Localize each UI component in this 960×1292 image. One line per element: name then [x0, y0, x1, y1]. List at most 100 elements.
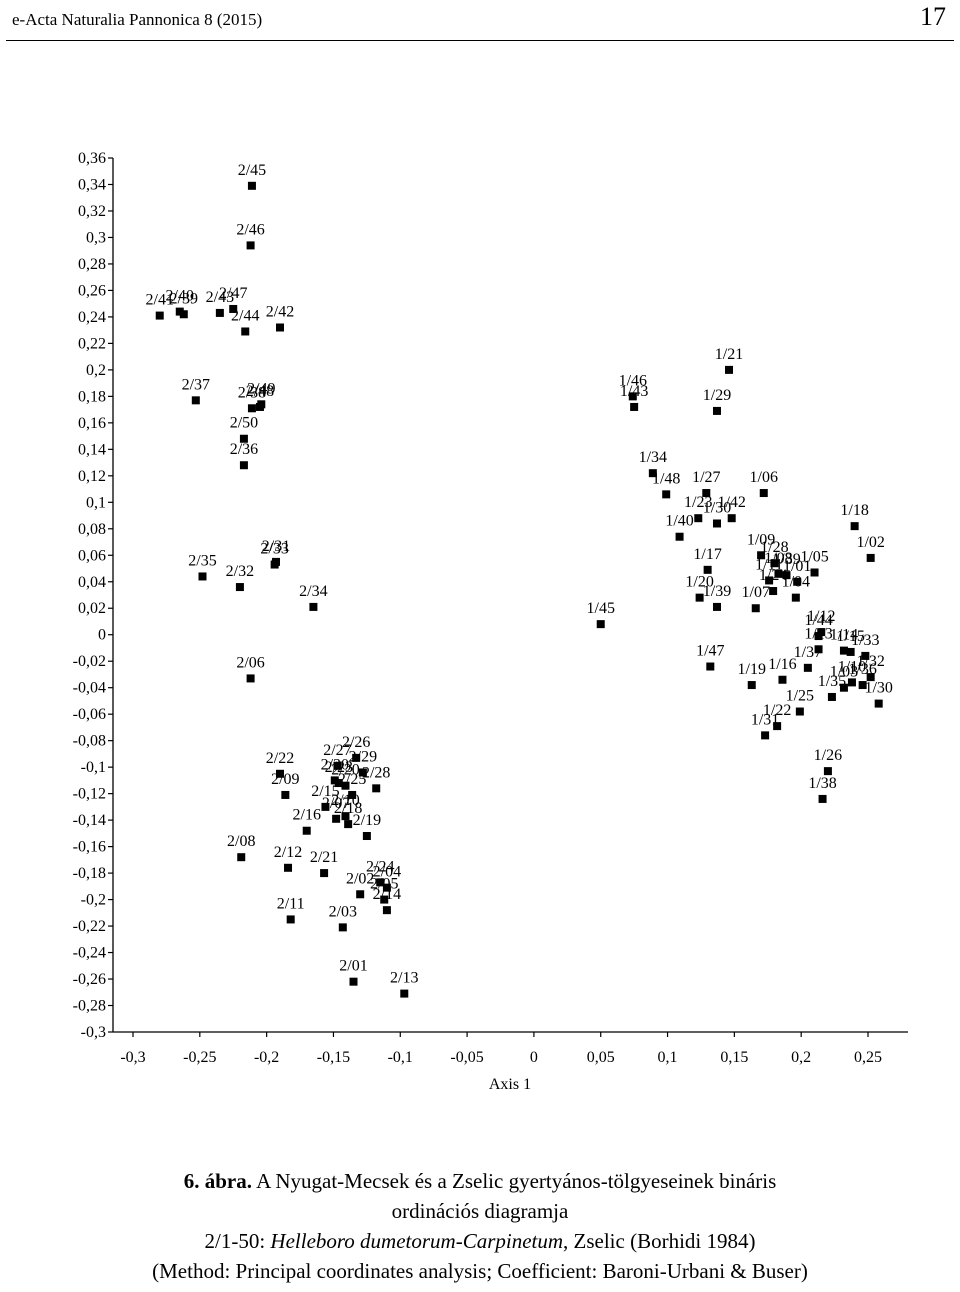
data-point [759, 489, 768, 498]
point-label: 1/03 [830, 664, 858, 681]
point-label: 1/26 [814, 747, 842, 764]
y-tick-label: -0,12 [73, 786, 106, 803]
data-point [341, 781, 350, 790]
data-point [695, 593, 704, 602]
point-label: 1/33 [851, 632, 879, 649]
data-point [229, 304, 238, 313]
y-axis: 0,36 0,34 0,32 0,3 0,28 0,26 0,24 0,22 0,2 0,18 0,… [73, 150, 114, 1041]
y-tick-label: 0,14 [78, 441, 106, 458]
data-point [286, 915, 295, 924]
point-label: 2/20 [331, 762, 359, 779]
point-label: 2/40 [166, 288, 194, 305]
point-label: 1/12 [807, 608, 835, 625]
journal-title: e-Acta Naturalia Pannonica 8 (2015) [12, 10, 263, 29]
data-point [348, 790, 357, 799]
data-point [276, 769, 284, 778]
point-label: 2/19 [353, 812, 381, 829]
data-point [761, 731, 770, 740]
point-label: 1/02 [856, 534, 884, 551]
caption-plot-range: 2/1-50: [204, 1229, 271, 1253]
y-tick-label: -0,08 [73, 733, 106, 750]
point-label: 2/50 [230, 415, 258, 432]
data-point [356, 890, 365, 899]
caption-line-3: 2/1-50: Helleboro dumetorum-Carpinetum, … [0, 1226, 960, 1256]
point-label: 2/46 [236, 221, 264, 238]
data-points [155, 181, 883, 998]
point-label: 1/13 [804, 625, 832, 642]
point-label: 1/31 [751, 711, 779, 728]
x-tick-label: 0,1 [658, 1049, 678, 1066]
point-label: 2/05 [370, 876, 398, 893]
point-label: 2/45 [238, 162, 266, 179]
point-label: 2/41 [146, 292, 174, 309]
data-point [175, 307, 184, 316]
point-label: 2/33 [260, 541, 288, 558]
data-point [362, 832, 371, 841]
point-label: 2/11 [277, 895, 305, 912]
point-label: 1/07 [742, 584, 770, 601]
data-point [630, 402, 639, 411]
data-point [372, 784, 381, 793]
point-label: 2/03 [329, 903, 357, 920]
caption-line-1: 6. ábra. A Nyugat-Mecsek és a Zselic gye… [0, 1166, 960, 1196]
data-point [703, 565, 712, 574]
y-tick-label: 0 [98, 627, 106, 644]
point-label: 2/15 [311, 783, 339, 800]
point-label: 1/32 [856, 653, 884, 670]
data-point [827, 692, 836, 701]
data-point [320, 869, 329, 878]
y-tick-label: 0,12 [78, 468, 106, 485]
point-label: 2/08 [227, 833, 255, 850]
point-label: 2/27 [323, 742, 351, 759]
data-point [725, 365, 734, 374]
point-label: 1/15 [836, 628, 864, 645]
data-point [344, 820, 353, 829]
data-point [712, 602, 721, 611]
point-label: 2/07 [322, 795, 350, 812]
data-point [866, 553, 875, 562]
data-point [727, 514, 736, 523]
data-point [839, 646, 848, 655]
data-point [803, 663, 812, 672]
y-tick-label: -0,16 [73, 839, 106, 856]
data-point [400, 989, 409, 998]
y-tick-label: 0,1 [86, 494, 106, 511]
data-point [675, 532, 684, 541]
point-label: 1/01 [783, 558, 811, 575]
data-point [198, 572, 207, 581]
point-label: 2/23 [325, 759, 353, 776]
y-tick-label: -0,02 [73, 653, 106, 670]
y-tick-label: 0,02 [78, 600, 106, 617]
y-tick-label: 0,06 [78, 547, 106, 564]
point-label: 1/10 [838, 658, 866, 675]
data-point [694, 514, 703, 523]
point-label: 2/44 [231, 307, 259, 324]
data-point [309, 602, 318, 611]
x-tick-label: -0,25 [183, 1049, 216, 1066]
x-tick-label: 0,25 [854, 1049, 882, 1066]
data-point [847, 678, 856, 687]
point-label: 2/31 [262, 538, 290, 555]
point-label: 2/13 [390, 970, 418, 987]
point-label: 1/30 [703, 499, 731, 516]
y-tick-label: 0,24 [78, 309, 106, 326]
point-label: 1/44 [804, 612, 832, 629]
x-tick-label: 0,05 [587, 1049, 615, 1066]
caption-line-4: (Method: Principal coordinates analysis;… [152, 1259, 808, 1283]
data-point [237, 853, 246, 862]
data-point [246, 674, 255, 683]
point-label: 2/29 [349, 748, 377, 765]
data-point [179, 310, 188, 319]
data-point [818, 794, 827, 803]
point-label: 1/22 [763, 702, 791, 719]
data-point [874, 699, 883, 708]
point-label: 2/48 [246, 383, 274, 400]
point-label: 1/39 [703, 583, 731, 600]
point-label: 1/30 [864, 680, 892, 697]
data-point [823, 767, 832, 776]
data-point [270, 560, 279, 569]
page-number: 17 [920, 2, 946, 31]
point-label: 1/38 [808, 775, 836, 792]
y-tick-label: -0,26 [73, 971, 106, 988]
data-point [747, 681, 756, 690]
